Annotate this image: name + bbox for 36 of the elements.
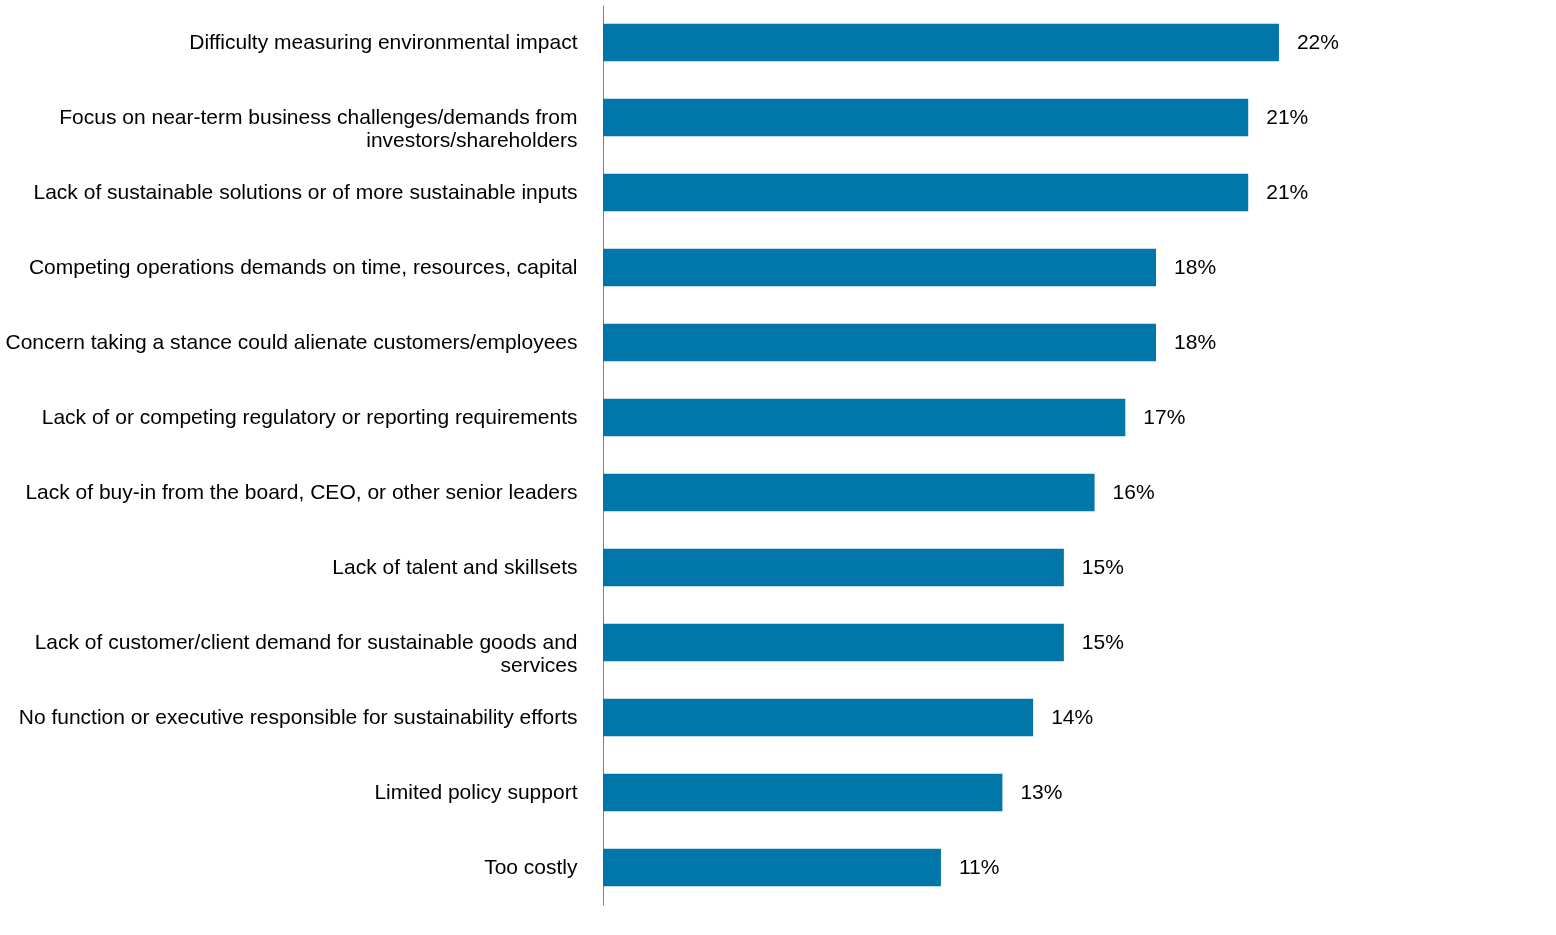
bar [603,848,941,887]
y-tick-label: Lack of talent and skillsets [332,554,578,578]
y-tick-label: Focus on near-term business challenges/demands from investors/shareholders [59,104,578,151]
y-tick-label: Lack of sustainable solutions or of more sustainable inputs [33,179,578,203]
y-tick-label: Lack of customer/client demand for sustainable goods and services [34,629,578,676]
y-tick-label: Difficulty measuring environmental impact [189,29,578,53]
y-tick-label: Lack of buy-in from the board, CEO, or other senior leaders [25,479,578,503]
data-label: 13% [1020,779,1063,803]
bar [603,773,1003,812]
bar [603,98,1249,137]
bar [603,548,1064,587]
data-label: 15% [1081,629,1124,653]
data-label: 18% [1174,254,1217,278]
y-tick-label: Lack of or competing regulatory or reporting requirements [41,404,578,428]
y-tick-label: Competing operations demands on time, resources, capital [28,254,578,278]
bar [603,248,1157,287]
data-label: 14% [1051,704,1094,728]
data-label: 16% [1112,479,1155,503]
bar [603,698,1034,737]
y-tick-label: No function or executive responsible for sustainability efforts [18,704,578,728]
data-label: 22% [1296,29,1339,53]
y-tick-label: Limited policy support [374,779,578,803]
y-tick-label: Too costly [484,854,578,878]
data-label: 21% [1266,179,1309,203]
data-label: 21% [1266,104,1309,128]
bar [603,623,1064,662]
data-label: 17% [1143,404,1186,428]
data-label: 15% [1081,554,1124,578]
bar [603,398,1126,437]
bar [603,323,1157,362]
bar [603,473,1095,512]
data-label: 18% [1174,329,1217,353]
bar [603,173,1249,212]
y-tick-label: Concern taking a stance could alienate customers/employees [5,329,578,353]
bar [603,23,1279,62]
data-label: 11% [958,854,1000,878]
